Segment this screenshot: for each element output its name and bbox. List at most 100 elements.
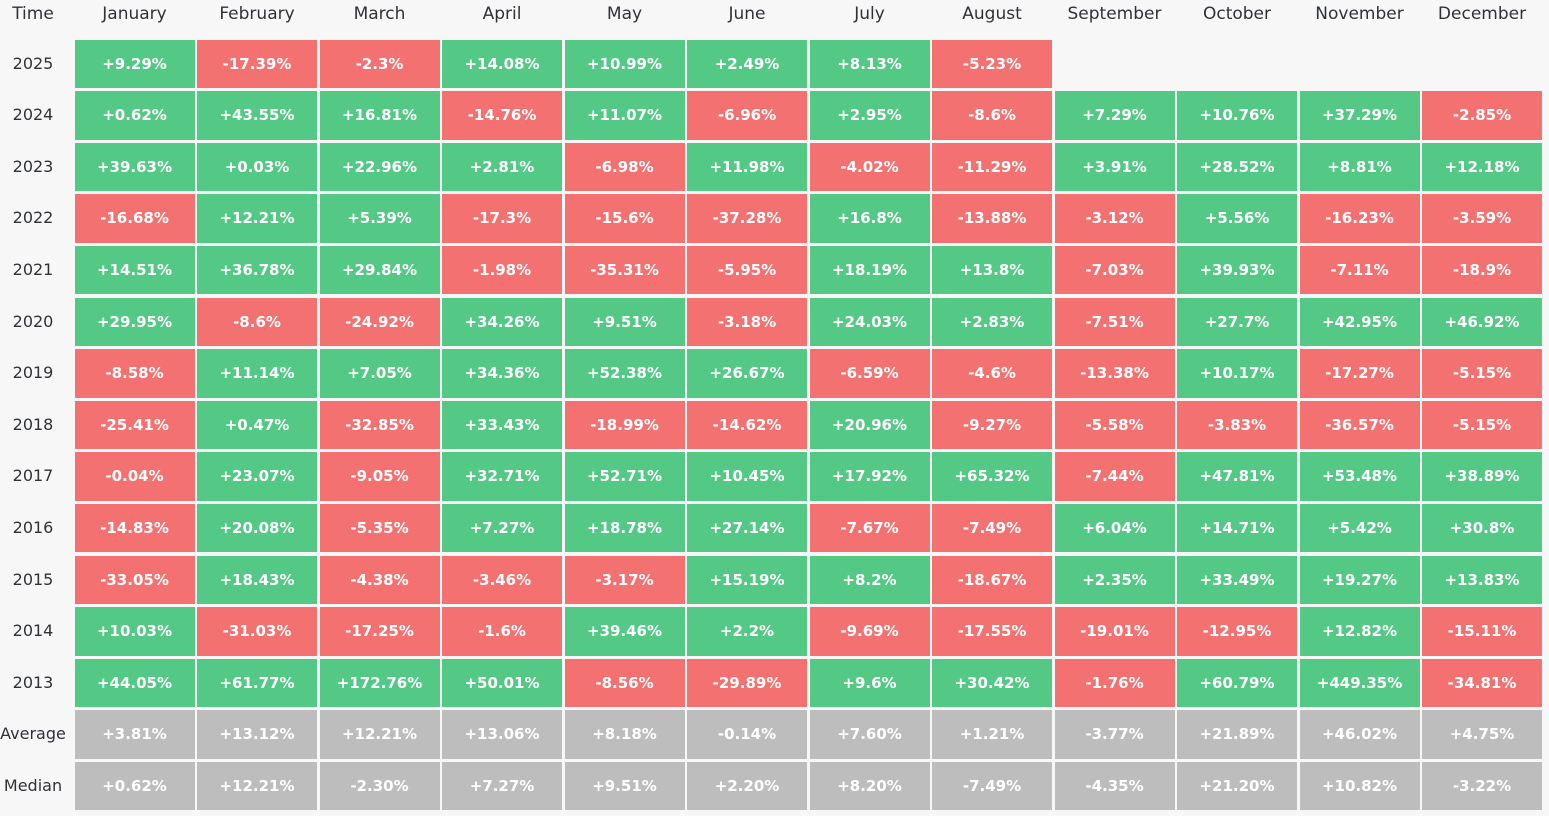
heatmap-cell-2016-february: +20.08% <box>197 503 317 553</box>
heatmap-cell-2016-december: +30.8% <box>1422 503 1542 553</box>
heatmap-cell-2017-august: +65.32% <box>932 452 1052 501</box>
heatmap-cell-2016-august: -7.49% <box>932 503 1052 553</box>
heatmap-cell-2020-march: -24.92% <box>319 297 440 346</box>
heatmap-cell-2020-february: -8.6% <box>197 297 317 346</box>
heatmap-cell-2019-november: -17.27% <box>1299 349 1420 398</box>
heatmap-cell-2024-october: +10.76% <box>1177 91 1297 140</box>
heatmap-cell-2023-june: +11.98% <box>687 142 807 192</box>
heatmap-cell-2023-december: +12.18% <box>1422 142 1542 192</box>
heatmap-cell-2015-september: +2.35% <box>1054 555 1175 604</box>
row-label-2017: 2017 <box>12 466 54 486</box>
column-header-april: April <box>482 4 522 24</box>
heatmap-cell-2013-march: +172.76% <box>319 658 440 708</box>
row-label-2023: 2023 <box>12 156 54 176</box>
heatmap-cell-2022-december: -3.59% <box>1422 194 1542 243</box>
heatmap-cell-2015-october: +33.49% <box>1177 555 1297 604</box>
column-header-march: March <box>353 4 406 24</box>
column-header-january: January <box>102 4 167 24</box>
row-label-average: Average <box>0 724 66 744</box>
heatmap-cell-2025-july: +8.13% <box>809 39 930 88</box>
column-header-september: September <box>1067 4 1162 24</box>
summary-cell-average-september: -3.77% <box>1054 710 1175 759</box>
heatmap-cell-2013-december: -34.81% <box>1422 658 1542 708</box>
heatmap-cell-2021-june: -5.95% <box>687 245 807 295</box>
heatmap-cell-2015-december: +13.83% <box>1422 555 1542 604</box>
heatmap-cell-2015-june: +15.19% <box>687 555 807 604</box>
summary-cell-median-november: +10.82% <box>1299 761 1420 811</box>
heatmap-cell-2023-july: -4.02% <box>809 142 930 192</box>
summary-cell-average-february: +13.12% <box>197 710 317 759</box>
heatmap-cell-2021-april: -1.98% <box>442 245 562 295</box>
heatmap-cell-2024-may: +11.07% <box>564 91 685 140</box>
heatmap-cell-2013-february: +61.77% <box>197 658 317 708</box>
heatmap-cell-2013-september: -1.76% <box>1054 658 1175 708</box>
summary-cell-median-august: -7.49% <box>932 761 1052 811</box>
heatmap-cell-2024-march: +16.81% <box>319 91 440 140</box>
summary-cell-average-august: +1.21% <box>932 710 1052 759</box>
heatmap-cell-2016-april: +7.27% <box>442 503 562 553</box>
heatmap-cell-2024-june: -6.96% <box>687 91 807 140</box>
row-label-2024: 2024 <box>12 105 54 125</box>
column-header-december: December <box>1437 4 1527 24</box>
heatmap-cell-2025-april: +14.08% <box>442 39 562 88</box>
heatmap-cell-2016-may: +18.78% <box>564 503 685 553</box>
heatmap-cell-2024-february: +43.55% <box>197 91 317 140</box>
heatmap-cell-2025-january: +9.29% <box>74 39 195 88</box>
heatmap-cell-2017-july: +17.92% <box>809 452 930 501</box>
heatmap-cell-2020-november: +42.95% <box>1299 297 1420 346</box>
heatmap-cell-2018-november: -36.57% <box>1299 400 1420 450</box>
heatmap-cell-2016-september: +6.04% <box>1054 503 1175 553</box>
heatmap-cell-2019-february: +11.14% <box>197 349 317 398</box>
heatmap-cell-2021-january: +14.51% <box>74 245 195 295</box>
column-header-february: February <box>219 4 295 24</box>
heatmap-cell-2021-may: -35.31% <box>564 245 685 295</box>
heatmap-cell-2013-october: +60.79% <box>1177 658 1297 708</box>
heatmap-cell-2019-october: +10.17% <box>1177 349 1297 398</box>
heatmap-cell-2024-december: -2.85% <box>1422 91 1542 140</box>
heatmap-cell-2023-august: -11.29% <box>932 142 1052 192</box>
heatmap-cell-2014-march: -17.25% <box>319 607 440 656</box>
heatmap-cell-2017-march: -9.05% <box>319 452 440 501</box>
heatmap-cell-2018-january: -25.41% <box>74 400 195 450</box>
heatmap-cell-2014-may: +39.46% <box>564 607 685 656</box>
heatmap-cell-2023-may: -6.98% <box>564 142 685 192</box>
row-label-2013: 2013 <box>12 672 54 692</box>
heatmap-cell-2015-november: +19.27% <box>1299 555 1420 604</box>
summary-cell-average-may: +8.18% <box>564 710 685 759</box>
row-label-2022: 2022 <box>12 208 54 228</box>
heatmap-cell-2023-september: +3.91% <box>1054 142 1175 192</box>
heatmap-cell-2014-november: +12.82% <box>1299 607 1420 656</box>
heatmap-cell-2017-october: +47.81% <box>1177 452 1297 501</box>
heatmap-cell-2016-january: -14.83% <box>74 503 195 553</box>
heatmap-cell-2016-june: +27.14% <box>687 503 807 553</box>
summary-cell-median-june: +2.20% <box>687 761 807 811</box>
heatmap-cell-2018-march: -32.85% <box>319 400 440 450</box>
summary-cell-median-march: -2.30% <box>319 761 440 811</box>
heatmap-cell-2021-september: -7.03% <box>1054 245 1175 295</box>
heatmap-cell-2013-june: -29.89% <box>687 658 807 708</box>
summary-cell-median-february: +12.21% <box>197 761 317 811</box>
summary-cell-average-march: +12.21% <box>319 710 440 759</box>
heatmap-cell-2024-april: -14.76% <box>442 91 562 140</box>
heatmap-cell-2025-august: -5.23% <box>932 39 1052 88</box>
heatmap-cell-2017-september: -7.44% <box>1054 452 1175 501</box>
heatmap-cell-2018-october: -3.83% <box>1177 400 1297 450</box>
heatmap-cell-2017-may: +52.71% <box>564 452 685 501</box>
summary-cell-average-november: +46.02% <box>1299 710 1420 759</box>
heatmap-cell-2015-april: -3.46% <box>442 555 562 604</box>
heatmap-cell-2019-april: +34.36% <box>442 349 562 398</box>
row-label-2020: 2020 <box>12 311 54 331</box>
heatmap-cell-2023-november: +8.81% <box>1299 142 1420 192</box>
heatmap-cell-2019-july: -6.59% <box>809 349 930 398</box>
heatmap-cell-2013-april: +50.01% <box>442 658 562 708</box>
heatmap-cell-2018-december: -5.15% <box>1422 400 1542 450</box>
summary-cell-average-june: -0.14% <box>687 710 807 759</box>
heatmap-cell-2017-january: -0.04% <box>74 452 195 501</box>
heatmap-cell-2014-january: +10.03% <box>74 607 195 656</box>
heatmap-cell-2021-december: -18.9% <box>1422 245 1542 295</box>
heatmap-cell-2013-july: +9.6% <box>809 658 930 708</box>
summary-cell-median-april: +7.27% <box>442 761 562 811</box>
heatmap-cell-2015-january: -33.05% <box>74 555 195 604</box>
heatmap-cell-2021-february: +36.78% <box>197 245 317 295</box>
